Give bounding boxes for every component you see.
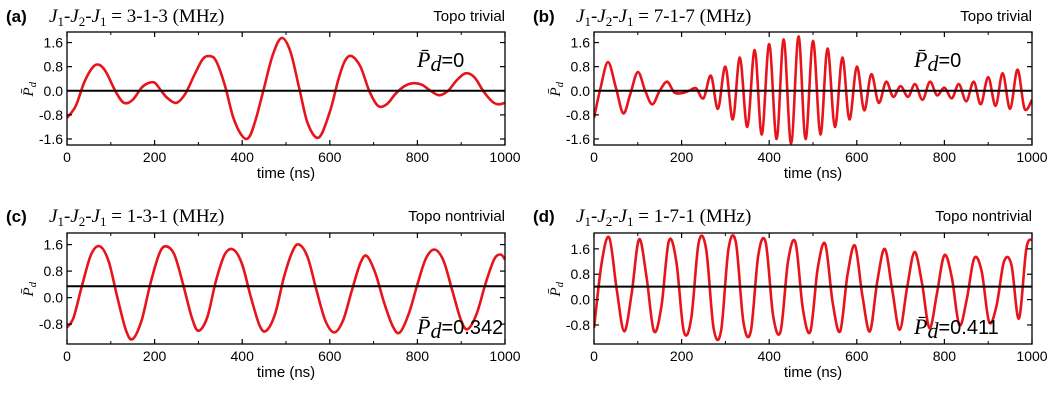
x-tick-label: 200 bbox=[143, 348, 167, 364]
panel-formula: J1-J2-J1 = 1-3-1 (MHz) bbox=[49, 206, 224, 229]
y-axis-label: P̄d bbox=[548, 81, 566, 97]
panel-label: (b) bbox=[533, 7, 555, 26]
x-tick-label: 0 bbox=[590, 149, 598, 165]
x-tick-label: 800 bbox=[933, 149, 957, 165]
y-tick-label: 0.0 bbox=[571, 292, 591, 308]
y-axis-label: P̄d bbox=[21, 81, 39, 97]
x-tick-label: 1000 bbox=[1016, 348, 1047, 364]
x-tick-label: 200 bbox=[670, 348, 694, 364]
panel-label: (d) bbox=[533, 207, 555, 226]
panel-c: (c) J1-J2-J1 = 1-3-1 (MHz) Topo nontrivial… bbox=[6, 206, 521, 381]
x-tick-label: 0 bbox=[63, 348, 71, 364]
x-tick-label: 200 bbox=[143, 149, 167, 165]
x-tick-label: 400 bbox=[758, 348, 782, 364]
regime-label: Topo nontrivial bbox=[408, 208, 505, 225]
regime-label: Topo trivial bbox=[433, 8, 505, 25]
panel-b: (b) J1-J2-J1 = 7-1-7 (MHz) Topo trivial 0 20… bbox=[533, 6, 1048, 182]
y-tick-label: 1.6 bbox=[571, 35, 591, 51]
panel-d: (d) J1-J2-J1 = 1-7-1 (MHz) Topo nontrivial… bbox=[533, 206, 1048, 381]
average-annotation: P̄d=0 bbox=[416, 47, 464, 76]
y-tick-label: 0.0 bbox=[44, 83, 64, 99]
x-axis-label: time (ns) bbox=[784, 364, 842, 381]
y-tick-label: 1.6 bbox=[44, 237, 64, 253]
y-tick-label: -1.6 bbox=[566, 131, 590, 147]
x-tick-label: 800 bbox=[406, 149, 430, 165]
x-tick-label: 600 bbox=[845, 348, 869, 364]
y-tick-label: 0.8 bbox=[44, 263, 64, 279]
x-tick-label: 200 bbox=[670, 149, 694, 165]
y-tick-label: 1.6 bbox=[44, 35, 64, 51]
y-tick-label: 0.0 bbox=[44, 290, 64, 306]
x-tick-label: 0 bbox=[63, 149, 71, 165]
y-tick-label: -0.8 bbox=[39, 107, 63, 123]
y-tick-label: -0.8 bbox=[566, 317, 590, 333]
data-curve bbox=[594, 234, 1032, 342]
panel-formula: J1-J2-J1 = 7-1-7 (MHz) bbox=[576, 6, 751, 29]
y-tick-label: 0.0 bbox=[571, 83, 591, 99]
y-tick-label: 0.8 bbox=[571, 59, 591, 75]
panel-label: (c) bbox=[6, 207, 27, 226]
panel-formula: J1-J2-J1 = 1-7-1 (MHz) bbox=[576, 206, 751, 229]
y-axis-label: P̄d bbox=[548, 281, 566, 297]
x-tick-label: 1000 bbox=[1016, 149, 1047, 165]
panel-label: (a) bbox=[6, 7, 27, 26]
y-tick-label: 1.6 bbox=[571, 241, 591, 257]
regime-label: Topo trivial bbox=[960, 8, 1032, 25]
average-annotation: P̄d=0 bbox=[913, 47, 961, 76]
x-tick-label: 800 bbox=[933, 348, 957, 364]
x-axis-label: time (ns) bbox=[257, 364, 315, 381]
x-tick-label: 400 bbox=[231, 149, 255, 165]
panel-formula: J1-J2-J1 = 3-1-3 (MHz) bbox=[49, 6, 224, 29]
x-tick-label: 400 bbox=[231, 348, 255, 364]
average-annotation: P̄d=0.411 bbox=[913, 314, 999, 343]
y-tick-label: 0.8 bbox=[571, 266, 591, 282]
data-curve bbox=[67, 243, 505, 341]
x-tick-label: 600 bbox=[318, 149, 342, 165]
y-tick-label: -1.6 bbox=[39, 131, 63, 147]
x-tick-label: 1000 bbox=[489, 149, 520, 165]
y-axis-label: P̄d bbox=[21, 281, 39, 297]
regime-label: Topo nontrivial bbox=[935, 208, 1032, 225]
x-tick-label: 0 bbox=[590, 348, 598, 364]
x-tick-label: 600 bbox=[318, 348, 342, 364]
average-annotation: P̄d=0.342 bbox=[416, 314, 503, 343]
plot-frame bbox=[66, 31, 506, 146]
x-axis-label: time (ns) bbox=[257, 165, 315, 182]
panel-a: (a) J1-J2-J1 = 3-1-3 (MHz) Topo trivial 0 20… bbox=[6, 6, 521, 182]
x-tick-label: 600 bbox=[845, 149, 869, 165]
x-tick-label: 400 bbox=[758, 149, 782, 165]
x-tick-label: 1000 bbox=[489, 348, 520, 364]
y-tick-label: -0.8 bbox=[566, 107, 590, 123]
x-axis-label: time (ns) bbox=[784, 165, 842, 182]
y-tick-label: -0.8 bbox=[39, 316, 63, 332]
data-curve bbox=[594, 35, 1032, 145]
y-tick-label: 0.8 bbox=[44, 59, 64, 75]
x-tick-label: 800 bbox=[406, 348, 430, 364]
